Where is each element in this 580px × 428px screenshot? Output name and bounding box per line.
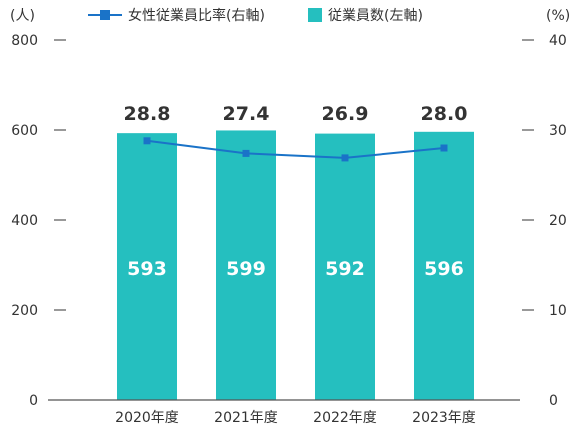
line-path [146,139,445,159]
bar-value-label: 596 [424,258,464,280]
line-value-label: 27.4 [223,103,270,125]
bar-series: 593 599 592 596 [117,130,474,401]
legend-bar-label: 従業員数(左軸) [328,8,423,24]
left-tick-label: 200 [11,303,38,319]
line-value-label: 28.0 [421,103,468,125]
right-tick-label: 20 [549,213,567,229]
line-series: 28.8 27.4 26.9 28.0 [124,103,468,162]
line-point [143,137,151,145]
right-tick-label: 10 [549,303,567,319]
legend-line-label: 女性従業員比率(右軸) [128,7,265,24]
legend-bar-swatch [308,8,322,22]
right-tick-label: 40 [549,33,567,49]
legend-line-marker [100,10,110,20]
bar [216,130,276,400]
bar [315,133,375,400]
right-axis: 0 10 20 30 40 [522,33,567,409]
right-tick-label: 30 [549,123,567,139]
line-point [341,154,349,162]
line-point [440,144,448,152]
bar-value-label: 592 [325,258,365,280]
line-value-label: 26.9 [322,103,369,125]
bar-value-label: 599 [226,258,266,280]
left-axis: 0 200 400 600 800 [11,33,66,409]
legend: 女性従業員比率(右軸) 従業員数(左軸) [88,7,423,24]
x-tick-label: 2020年度 [115,410,179,426]
bar [414,131,474,401]
right-tick-label: 0 [549,393,558,409]
right-axis-unit: (%) [546,8,570,24]
left-tick-label: 800 [11,33,38,49]
x-axis-labels: 2020年度 2021年度 2022年度 2023年度 [115,410,476,426]
left-axis-unit: (人) [10,8,35,24]
line-point [242,149,250,157]
bar-value-label: 593 [127,258,167,280]
left-tick-label: 600 [11,123,38,139]
x-tick-label: 2022年度 [313,410,377,426]
left-tick-label: 0 [29,393,38,409]
x-tick-label: 2023年度 [412,410,476,426]
bar [117,133,177,400]
line-value-label: 28.8 [124,103,171,125]
left-tick-label: 400 [11,213,38,229]
x-tick-label: 2021年度 [214,410,278,426]
